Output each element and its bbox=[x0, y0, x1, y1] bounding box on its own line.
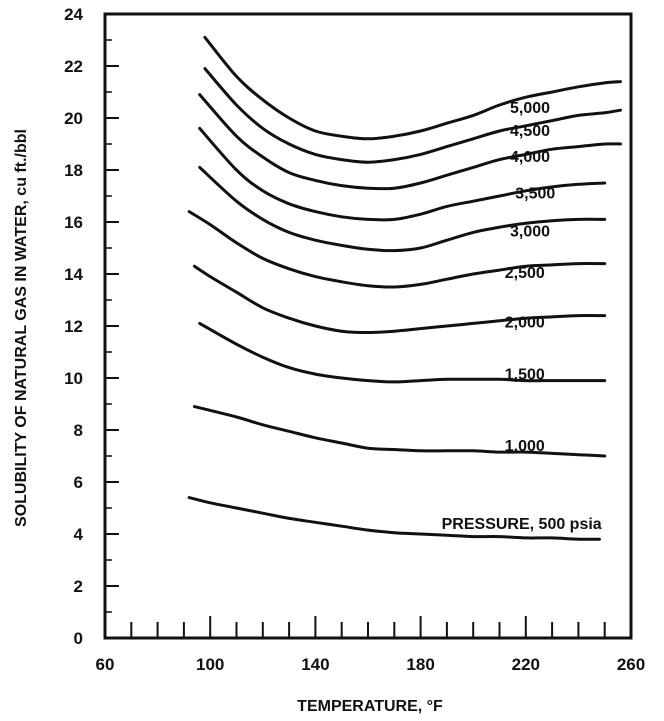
x-tick-label: 60 bbox=[96, 655, 115, 674]
pressure-curves bbox=[187, 35, 622, 541]
pressure-curve bbox=[198, 321, 607, 384]
x-axis-title: TEMPERATURE, °F bbox=[297, 698, 443, 715]
pressure-curve bbox=[187, 210, 607, 289]
curve-label: 1,500 bbox=[505, 366, 545, 383]
y-tick-label: 6 bbox=[74, 473, 83, 492]
y-tick-label: 24 bbox=[64, 5, 83, 24]
curve-label: 4,500 bbox=[510, 123, 550, 140]
pressure-curve bbox=[192, 264, 607, 334]
y-tick-label: 12 bbox=[64, 317, 83, 336]
curve-label: 5,000 bbox=[510, 100, 550, 117]
pressure-curve bbox=[198, 165, 607, 253]
y-tick-label: 0 bbox=[74, 629, 83, 648]
y-tick-label: 20 bbox=[64, 109, 83, 128]
y-axis-title: SOLUBILITY OF NATURAL GAS IN WATER, cu f… bbox=[13, 129, 30, 527]
y-tick-label: 22 bbox=[64, 57, 83, 76]
x-tick-label: 220 bbox=[512, 655, 540, 674]
plot-border bbox=[103, 12, 633, 640]
x-tick-label: 140 bbox=[301, 655, 329, 674]
y-tick-label: 4 bbox=[74, 525, 84, 544]
curve-label: 4,000 bbox=[510, 149, 550, 166]
x-tick-label: 100 bbox=[196, 655, 224, 674]
x-tick-label: 260 bbox=[617, 655, 645, 674]
pressure-curve bbox=[203, 35, 622, 141]
curve-label: 3,500 bbox=[515, 186, 555, 203]
curve-label: 3,000 bbox=[510, 223, 550, 240]
curve-labels: 5,000 4,500 4,000 3,500 3,000 2,500 2,000 1,500… bbox=[442, 100, 602, 533]
x-tick-label: 180 bbox=[406, 655, 434, 674]
curve-label: PRESSURE, 500 psia bbox=[442, 516, 602, 533]
curve-label: 1,000 bbox=[505, 438, 545, 455]
y-tick-label: 10 bbox=[64, 369, 83, 388]
axis-ticks bbox=[105, 13, 606, 639]
y-tick-label: 16 bbox=[64, 213, 83, 232]
y-tick-label: 14 bbox=[64, 265, 83, 284]
pressure-curve bbox=[192, 405, 607, 458]
y-tick-label: 8 bbox=[74, 421, 83, 440]
pressure-curve bbox=[198, 93, 622, 191]
pressure-curve bbox=[187, 496, 601, 541]
curve-label: 2,500 bbox=[505, 265, 545, 282]
pressure-curve bbox=[203, 67, 622, 164]
y-tick-label: 18 bbox=[64, 161, 83, 180]
curve-label: 2,000 bbox=[505, 314, 545, 331]
y-tick-label: 2 bbox=[74, 577, 83, 596]
plot-frame bbox=[103, 12, 633, 640]
pressure-curve bbox=[198, 126, 607, 222]
